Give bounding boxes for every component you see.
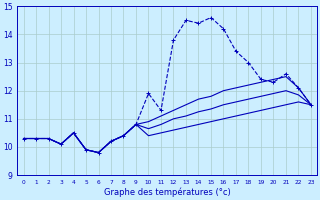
X-axis label: Graphe des températures (°c): Graphe des températures (°c) bbox=[104, 188, 231, 197]
